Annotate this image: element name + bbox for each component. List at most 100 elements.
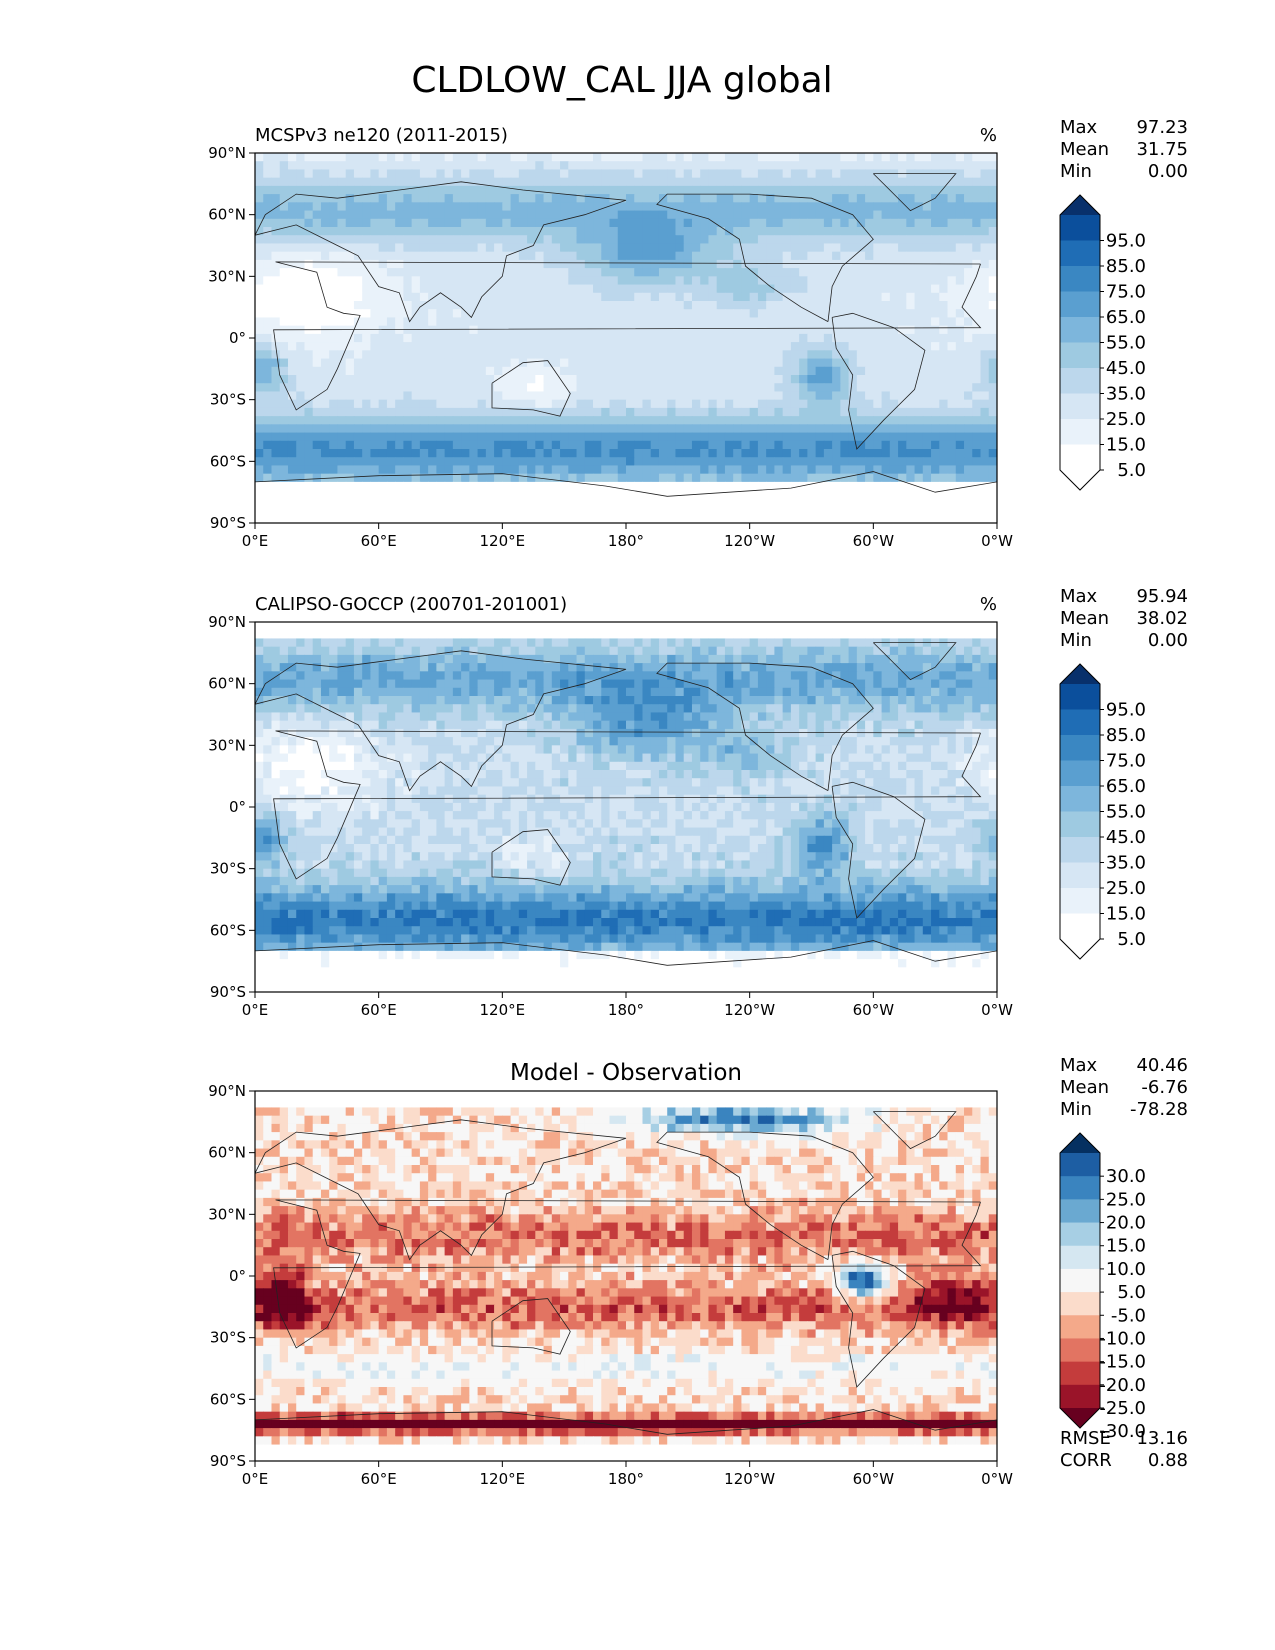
panel-title: MCSPv3 ne120 (2011-2015): [255, 125, 508, 146]
y-tick-label: 90°N: [208, 1082, 246, 1100]
field-raster: [255, 1091, 997, 1461]
colorbar: 95.0 85.0 75.0 65.0 55.0 45.0 35.0 25.0 15.0 5.0: [1059, 194, 1146, 491]
y-tick-label: 90°N: [208, 613, 246, 631]
stat-value: 0.00: [1148, 161, 1188, 182]
colorbar-bin: [1060, 837, 1100, 863]
colorbar-label: 85.0: [1106, 256, 1146, 277]
coastlines: [255, 1111, 997, 1435]
colorbar-label: 95.0: [1106, 700, 1146, 721]
stat-value: 95.94: [1136, 586, 1188, 607]
colorbar-bin: [1060, 1153, 1100, 1177]
y-tick-label: 60°N: [208, 675, 246, 693]
colorbar-label: 10.0: [1106, 1259, 1146, 1280]
colorbar-label: 25.0: [1106, 878, 1146, 899]
stat-label: Min: [1060, 161, 1092, 182]
panel-units: %: [980, 125, 997, 146]
x-tick-label: 60°E: [361, 532, 397, 550]
x-tick-label: 120°E: [480, 1470, 526, 1488]
colorbar-extend-top: [1060, 664, 1100, 684]
x-tick-label: 60°E: [361, 1470, 397, 1488]
y-tick-label: 30°N: [208, 267, 246, 285]
colorbar-bin: [1060, 1384, 1100, 1409]
map-panel-3: Model - Observation 0°E 60°E 120°E 180° 120°W…: [208, 1055, 1188, 1488]
y-tick-label: 60°S: [210, 1390, 246, 1408]
stat-value: 38.02: [1136, 608, 1188, 629]
stat-value: -6.76: [1141, 1077, 1188, 1098]
colorbar-bin: [1060, 393, 1100, 420]
colorbar-label: 35.0: [1106, 384, 1146, 405]
colorbar-label: 5.0: [1117, 1282, 1146, 1303]
stat-value: 40.46: [1136, 1055, 1188, 1076]
colorbar-bin: [1060, 317, 1100, 343]
colorbar-bin: [1060, 1361, 1100, 1386]
x-tick-label: 0°W: [981, 532, 1013, 550]
colorbar-extend-bottom: [1060, 470, 1100, 490]
colorbar-label: 45.0: [1106, 358, 1146, 379]
y-tick-label: 90°S: [210, 514, 246, 532]
y-tick-label: 60°N: [208, 1144, 246, 1162]
colorbar-label: -30.0: [1099, 1421, 1146, 1442]
colorbar-label: 30.0: [1106, 1166, 1146, 1187]
colorbar-label: 75.0: [1106, 751, 1146, 772]
colorbar-label: 20.0: [1106, 1213, 1146, 1234]
stat-label: Max: [1060, 1055, 1098, 1076]
map-panel-1: MCSPv3 ne120 (2011-2015) % 0°E 60°E 120°E 180…: [208, 117, 1188, 550]
x-tick-label: 120°E: [480, 532, 526, 550]
y-tick-label: 60°S: [210, 921, 246, 939]
y-tick-label: 30°S: [210, 391, 246, 409]
footer-stat-value: 0.88: [1148, 1450, 1188, 1471]
x-tick-label: 0°W: [981, 1001, 1013, 1019]
colorbar-label: 55.0: [1106, 802, 1146, 823]
colorbar-bin: [1060, 735, 1100, 761]
panel-title: Model - Observation: [510, 1060, 742, 1086]
colorbar-bin: [1060, 342, 1100, 369]
colorbar-label: -25.0: [1099, 1398, 1146, 1419]
x-tick-label: 0°E: [242, 532, 269, 550]
map-panel-2: CALIPSO-GOCCP (200701-201001) % 0°E 60°E 120…: [208, 586, 1188, 1019]
colorbar-label: 15.0: [1106, 904, 1146, 925]
colorbar-bin: [1060, 1199, 1100, 1224]
y-tick-label: 30°N: [208, 1205, 246, 1223]
colorbar-bin: [1060, 709, 1100, 736]
y-tick-label: 60°S: [210, 452, 246, 470]
colorbar: 30.025.0 20.015.010.05.0-5.0-10.0 -15.0-20…: [1059, 1132, 1146, 1442]
y-tick-label: 0°: [229, 1267, 246, 1285]
colorbar-bin: [1060, 811, 1100, 838]
footer-stat-label: RMSE: [1060, 1428, 1111, 1449]
colorbar-label: 5.0: [1117, 460, 1146, 481]
x-tick-label: 60°W: [853, 532, 895, 550]
x-tick-label: 0°E: [242, 1001, 269, 1019]
y-tick-label: 30°S: [210, 1329, 246, 1347]
stat-label: Mean: [1060, 608, 1109, 629]
footer-stat-label: CORR: [1060, 1450, 1112, 1471]
colorbar-bin: [1060, 444, 1100, 471]
colorbar-bin: [1060, 215, 1100, 241]
colorbar-label: -5.0: [1111, 1305, 1146, 1326]
stat-label: Max: [1060, 586, 1098, 607]
colorbar: 95.0 85.0 75.0 65.0 55.0 45.0 35.0 25.0 15.0 5.0: [1059, 663, 1146, 960]
stat-label: Mean: [1060, 1077, 1109, 1098]
colorbar-bin: [1060, 368, 1100, 394]
colorbar-label: 85.0: [1106, 725, 1146, 746]
y-tick-label: 0°: [229, 329, 246, 347]
stat-value: 0.00: [1148, 630, 1188, 651]
stat-label: Min: [1060, 630, 1092, 651]
colorbar-extend-bottom: [1060, 1408, 1100, 1428]
x-tick-label: 120°W: [724, 532, 775, 550]
colorbar-bin: [1060, 1245, 1100, 1270]
field-raster: [255, 153, 997, 523]
colorbar-bin: [1060, 240, 1100, 267]
y-tick-label: 0°: [229, 798, 246, 816]
stat-value: 31.75: [1136, 139, 1188, 160]
colorbar-extend-top: [1060, 1133, 1100, 1153]
colorbar-extend-top: [1060, 195, 1100, 215]
colorbar-bin: [1060, 1176, 1100, 1200]
colorbar-label: 75.0: [1106, 282, 1146, 303]
colorbar-label: 35.0: [1106, 853, 1146, 874]
panel-units: %: [980, 594, 997, 615]
x-tick-label: 60°W: [853, 1470, 895, 1488]
x-tick-label: 180°: [608, 532, 644, 550]
figure-title: CLDLOW_CAL JJA global: [411, 60, 832, 101]
colorbar-label: 65.0: [1106, 776, 1146, 797]
